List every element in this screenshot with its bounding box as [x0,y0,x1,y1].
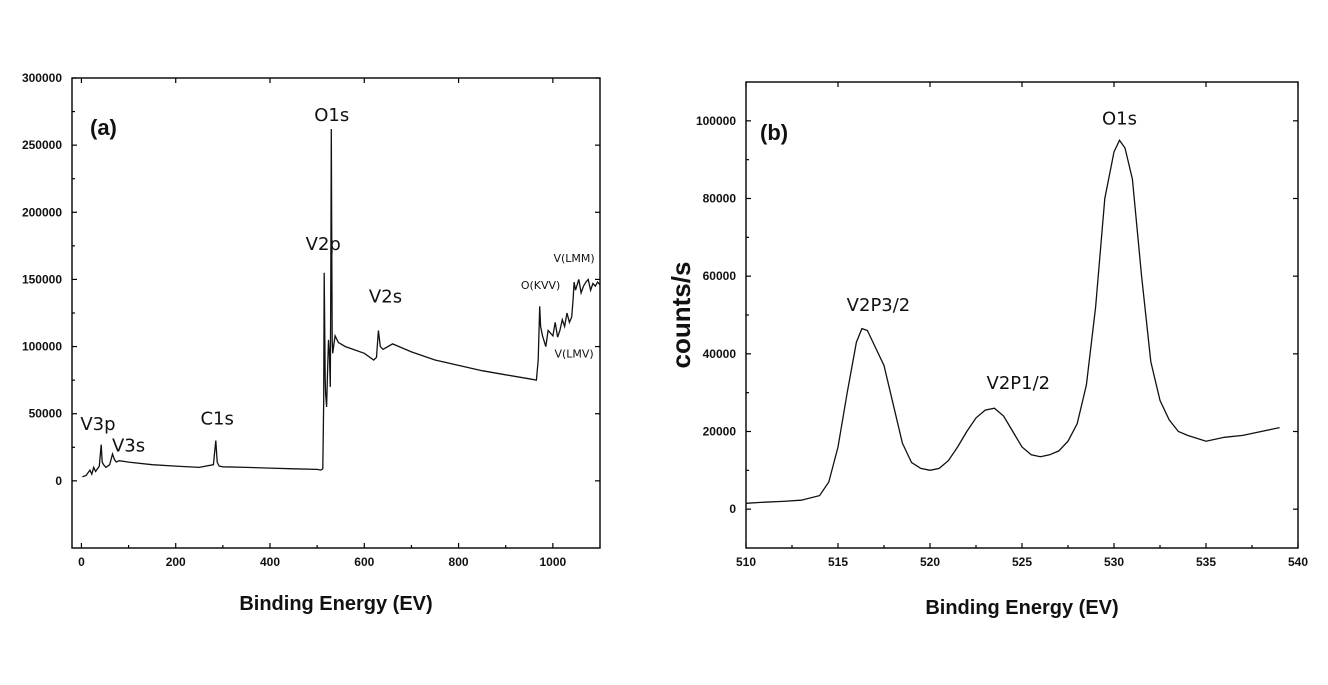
panel-a-peak-label: V(LMV) [554,347,593,360]
panel-a-y-tick-label: 150000 [22,272,62,286]
panel-a-x-tick-label: 800 [449,555,469,569]
panel-a-y-tick-label: 300000 [22,71,62,85]
panel-b-peak-label: O1s [1102,109,1137,130]
panel-b-peak-label: V2P3/2 [847,295,911,316]
panel-a-peak-label: C1s [200,408,233,429]
panel-b-chart: (b) 510 515 520 525 530 535 540 0 20000 40000 6000… [666,81,1308,619]
panel-b-x-tick-label: 540 [1288,555,1308,569]
panel-a-peak-label: V3p [80,414,115,435]
panel-a-peak-label: V(LMM) [553,252,594,265]
panel-b-x-tick-label: 515 [828,555,848,569]
panel-a-x-tick-label: 1000 [540,555,567,569]
panel-a-label: (a) [90,115,117,140]
panel-a-y-tick-label: 200000 [22,205,62,219]
panel-b-x-tick-label: 510 [736,555,756,569]
panel-b-label: (b) [760,120,788,145]
panel-b-y-tick-label: 100000 [696,114,736,128]
panel-a-chart: (a) 0 200 400 600 800 1000 0 50000 100000 150000 2… [22,71,601,615]
panel-a-y-tick-label: 100000 [22,340,62,354]
panel-a-peak-label: O(KVV) [521,279,561,292]
panel-a-x-tick-label: 400 [260,555,280,569]
panel-a-y-tick-label: 0 [55,474,62,488]
panel-a-peak-label: V3s [112,435,145,456]
panel-a-series-line [82,128,601,478]
panel-b-x-tick-label: 525 [1012,555,1032,569]
panel-a-plot-frame [71,77,601,549]
panel-a-x-tick-label: 200 [166,555,186,569]
panel-a-peak-label: V2p [306,234,341,255]
panel-b-y-tick-label: 60000 [703,269,737,283]
panel-b-x-tick-label: 530 [1104,555,1124,569]
panel-b-y-tick-label: 80000 [703,192,737,206]
panel-b-x-tick-label: 520 [920,555,940,569]
panel-b-y-axis-title: counts/s [666,262,696,369]
panel-b-series-line [745,139,1280,504]
panel-b-plot-frame [745,81,1299,549]
panel-b-x-axis-title: Binding Energy (EV) [925,597,1118,619]
panel-a-x-axis-title: Binding Energy (EV) [239,593,432,615]
panel-a-x-tick-label: 0 [78,555,85,569]
panel-a-peak-label: V2s [369,286,402,307]
panel-a-y-tick-label: 250000 [22,138,62,152]
panel-a-x-tick-label: 600 [354,555,374,569]
panel-b-peak-label: V2P1/2 [987,373,1051,394]
panel-a-peak-label: O1s [314,105,349,126]
panel-b-y-tick-label: 20000 [703,425,737,439]
panel-b-y-tick-label: 40000 [703,347,737,361]
panel-b-x-tick-label: 535 [1196,555,1216,569]
panel-b-y-tick-label: 0 [729,502,736,516]
panel-a-y-tick-label: 50000 [29,407,63,421]
